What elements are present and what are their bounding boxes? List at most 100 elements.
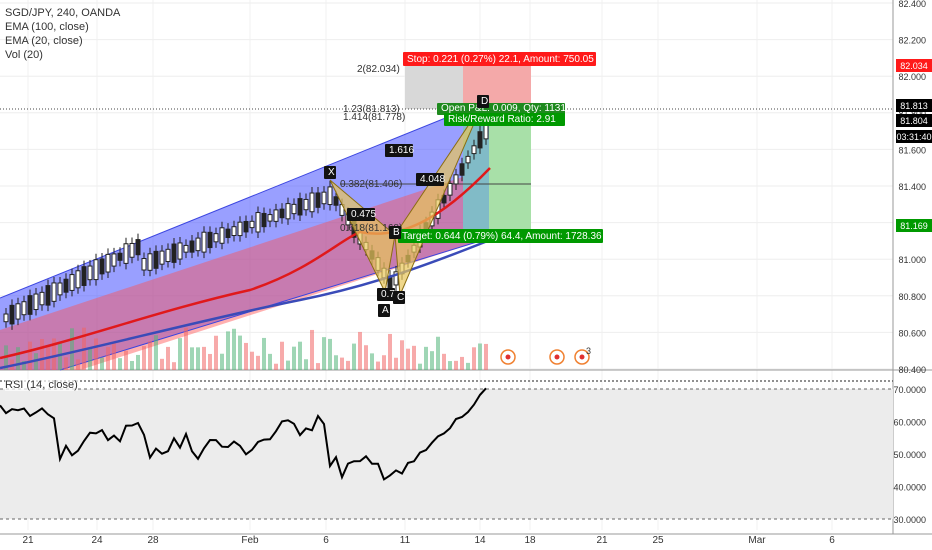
volume-legend[interactable]: Vol (20) [5, 49, 43, 61]
pattern-bcd [394, 104, 483, 296]
price-tick: 82.400 [898, 0, 926, 9]
volume-bar [136, 354, 140, 370]
candle-body [39, 291, 45, 306]
stop-zone [463, 66, 531, 109]
volume-bar [160, 358, 164, 370]
volume-bar [232, 328, 236, 370]
volume-bar [190, 347, 194, 370]
price-tick: 81.400 [898, 182, 926, 192]
price-tag: 81.804 [900, 116, 928, 126]
volume-bar [274, 363, 278, 370]
volume-bar [76, 359, 80, 370]
volume-bar [100, 357, 104, 370]
volume-bar [262, 337, 266, 370]
candle-body [291, 203, 297, 215]
volume-bar [244, 342, 248, 370]
point-b-label: B [393, 227, 400, 238]
ratio-07-label: 0.7 [381, 289, 395, 300]
ratio-4048-label: 4.048 [420, 174, 445, 185]
candle-body [171, 243, 177, 263]
candle-body [321, 191, 327, 205]
volume-bar [454, 360, 458, 370]
candle-body [201, 231, 207, 253]
ratio-4048-label-bg [416, 173, 444, 186]
rsi-legend[interactable]: RSI (14, close) [5, 379, 78, 391]
candle-body [57, 282, 63, 296]
candle-body [123, 243, 129, 264]
volume-bar [154, 335, 158, 370]
fib-0382-label: 0.382(81.406) [340, 179, 402, 190]
price-tag-bg [896, 219, 932, 232]
time-tick: 6 [323, 535, 329, 546]
rsi-band [0, 389, 893, 519]
point-d-label: D [481, 96, 488, 107]
candle-body [471, 145, 477, 155]
candle-body [129, 242, 135, 258]
drawing-labels: Stop: 0.221 (0.27%) 22.1, Amount: 750.05… [324, 52, 603, 365]
candle-body [195, 237, 201, 252]
price-tick: 81.800 [898, 109, 926, 119]
point-b-label-bg [389, 226, 401, 239]
volume-bar [238, 335, 242, 370]
pattern-xab [329, 179, 396, 294]
candle-body [267, 214, 273, 222]
rr-label: Risk/Reward Ratio: 2.91 [448, 114, 556, 125]
point-d-label-bg [477, 95, 489, 108]
volume-bar [328, 338, 332, 370]
candle-body [477, 131, 483, 149]
rsi-tick: 50.0000 [893, 450, 926, 460]
price-tag-bg [896, 59, 932, 72]
rr-label-bg [444, 113, 565, 126]
volume-bar [148, 341, 152, 370]
volume-bar [424, 346, 428, 370]
volume-bar [484, 343, 488, 370]
fib-2-label: 2(82.034) [357, 64, 400, 75]
channel-top-line [0, 99, 491, 299]
volume-bar [478, 343, 482, 370]
ema20-legend[interactable]: EMA (20, close) [5, 35, 83, 47]
price-tick: 81.600 [898, 145, 926, 155]
volume-bar [418, 363, 422, 370]
candle-body [237, 221, 243, 237]
volume-bar [94, 338, 98, 370]
volume-bar [214, 335, 218, 370]
ema100-legend[interactable]: EMA (100, close) [5, 21, 89, 33]
volume-bar [352, 343, 356, 370]
volume-bar [88, 348, 92, 370]
candle-body [273, 209, 279, 222]
time-tick: 6 [829, 535, 835, 546]
point-c-label: C [397, 292, 404, 303]
price-tick: 80.800 [898, 292, 926, 302]
volume-bar [298, 341, 302, 370]
volume-bar [268, 353, 272, 370]
candle-body [9, 304, 15, 325]
price-tag: 81.169 [900, 221, 928, 231]
pnl-label-bg [437, 103, 565, 115]
fib-1414-label: 1.414(81.778) [343, 112, 405, 123]
candle-body [147, 253, 153, 271]
candle-body [225, 228, 231, 238]
candle-body [213, 233, 219, 243]
volume-bar [394, 357, 398, 370]
volume-bar [124, 350, 128, 370]
pnl-label: Open P&L: 0.009, Qty: 1131 [441, 103, 566, 114]
volume-bar [142, 346, 146, 370]
volume-bar [322, 337, 326, 370]
time-tick: 25 [652, 535, 664, 546]
event-count: 3 [586, 346, 591, 356]
rsi-tick: 60.0000 [893, 418, 926, 428]
volume-bar [448, 361, 452, 370]
symbol-title[interactable]: SGD/JPY, 240, OANDA [5, 7, 121, 19]
point-c-label-bg [393, 291, 405, 304]
candle-body [21, 301, 27, 316]
price-tag: 81.813 [900, 101, 928, 111]
volume-bar [184, 327, 188, 370]
candle-body [303, 198, 309, 211]
candle-body [465, 155, 471, 164]
candle-body [261, 212, 267, 228]
xabcd-pattern[interactable] [329, 104, 483, 296]
price-tick: 80.400 [898, 365, 926, 375]
volume-bar [304, 359, 308, 370]
rsi-tick: 70.0000 [893, 385, 926, 395]
